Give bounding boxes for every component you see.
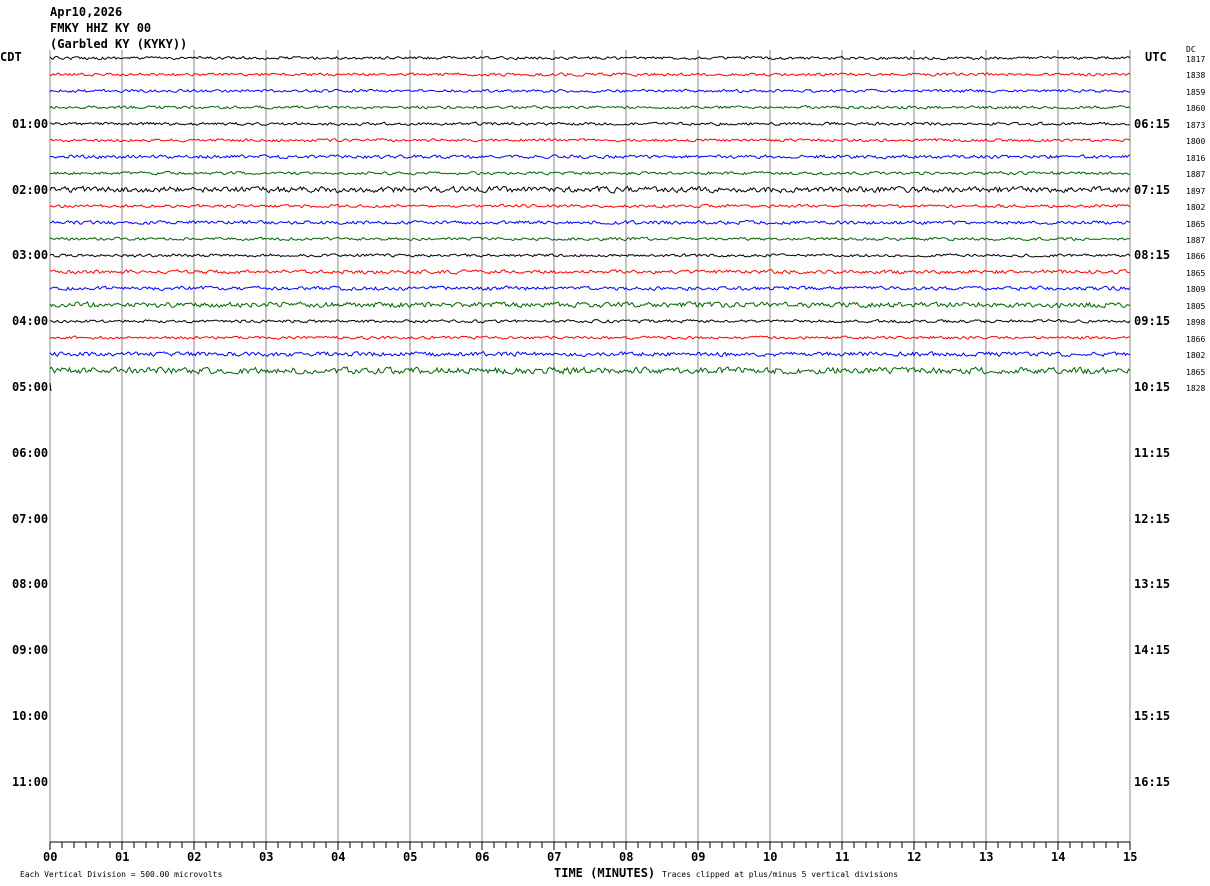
left-hour-label: 10:00 (12, 709, 49, 723)
x-axis-label: TIME (MINUTES) (554, 866, 656, 880)
dc-offset-label: 1817 (1186, 55, 1206, 64)
clip-note: Traces clipped at plus/minus 5 vertical … (662, 870, 899, 879)
dc-offset-label: 1865 (1186, 367, 1206, 377)
x-tick-label: 07 (547, 850, 562, 864)
dc-offset-label: 1860 (1186, 104, 1206, 114)
x-tick-label: 06 (475, 850, 490, 864)
seismic-trace (49, 236, 1130, 242)
seismic-trace (49, 253, 1131, 258)
left-timezone: CDT (0, 50, 22, 64)
left-hour-label: 09:00 (12, 643, 49, 658)
x-tick-label: 00 (43, 850, 58, 864)
right-hour-label: 10:15 (1134, 380, 1171, 394)
left-hour-label: 03:00 (12, 248, 49, 263)
x-tick-label: 10 (763, 850, 778, 864)
x-tick-label: 14 (1051, 850, 1066, 864)
seismic-trace (49, 219, 1131, 226)
scale-note: Each Vertical Division = 500.00 microvol… (20, 870, 223, 879)
seismic-trace (49, 269, 1131, 275)
seismic-trace (49, 350, 1131, 358)
right-hour-label: 12:15 (1134, 511, 1171, 526)
location-label: (Garbled KY (KYKY)) (50, 37, 188, 51)
right-hour-label: 11:15 (1134, 445, 1171, 460)
date-label: Apr10,2026 (50, 5, 123, 19)
right-hour-label: 07:15 (1134, 182, 1171, 197)
x-tick-label: 04 (331, 850, 346, 864)
x-tick-label: 13 (979, 850, 994, 864)
dc-offset-label: 1800 (1186, 137, 1206, 147)
dc-offset-label: 1838 (1186, 71, 1206, 81)
seismic-trace (49, 285, 1131, 292)
dc-offset-label: 1897 (1186, 186, 1206, 196)
x-tick-label: 15 (1123, 850, 1138, 864)
dc-offset-label: 1873 (1186, 120, 1206, 130)
x-tick-label: 09 (691, 850, 706, 864)
left-hour-label: 08:00 (12, 577, 49, 592)
seismic-trace (49, 55, 1131, 61)
x-tick-label: 02 (187, 850, 202, 864)
dc-offset-label: 1898 (1186, 318, 1206, 328)
dc-offset-label: 1805 (1186, 301, 1206, 311)
left-hour-label: 01:00 (12, 116, 49, 131)
seismic-trace (49, 138, 1131, 143)
left-hour-label: 02:00 (12, 182, 49, 197)
seismic-trace (49, 185, 1131, 194)
dc-offset-label: 1802 (1186, 351, 1206, 361)
x-tick-label: 03 (259, 850, 274, 864)
dc-offset-label: 1865 (1186, 268, 1206, 278)
dc-offset-label: 1887 (1186, 235, 1206, 245)
seismic-trace (49, 72, 1131, 77)
right-hour-label: 08:15 (1134, 248, 1171, 263)
left-hour-label: 07:00 (12, 511, 49, 526)
dc-offset-label: 1828 (1186, 384, 1206, 393)
dc-offset-label: 1802 (1186, 203, 1206, 213)
x-tick-label: 05 (403, 850, 418, 864)
x-tick-label: 11 (835, 850, 850, 864)
right-hour-label: 06:15 (1134, 116, 1171, 131)
dc-offset-label: 1866 (1186, 334, 1206, 344)
dc-offset-label: 1816 (1186, 153, 1206, 163)
seismic-trace (49, 170, 1131, 176)
x-tick-label: 12 (907, 850, 922, 864)
seismic-trace (49, 88, 1131, 94)
dc-offset-label: 1859 (1186, 87, 1206, 97)
seismic-trace (49, 382, 52, 392)
right-hour-label: 09:15 (1134, 314, 1171, 329)
left-hour-label: 04:00 (12, 314, 49, 329)
left-hour-label: 11:00 (12, 774, 49, 789)
seismic-trace (49, 121, 1131, 126)
seismic-trace (49, 105, 1131, 110)
seismic-trace (49, 366, 1131, 375)
right-hour-label: 15:15 (1134, 709, 1171, 723)
right-timezone: UTC (1145, 50, 1167, 64)
right-hour-label: 14:15 (1134, 643, 1171, 658)
station-label: FMKY HHZ KY 00 (50, 21, 152, 35)
x-tick-label: 01 (115, 850, 130, 864)
x-tick-label: 08 (619, 850, 634, 864)
seismic-trace (49, 301, 1131, 309)
left-hour-label: 05:00 (12, 380, 49, 394)
dc-offset-label: 1809 (1186, 285, 1206, 295)
dc-offset-label: 1865 (1186, 219, 1206, 229)
dc-offset-label: 1887 (1186, 170, 1206, 180)
right-hour-label: 16:15 (1134, 774, 1171, 789)
right-hour-label: 13:15 (1134, 577, 1171, 592)
seismic-trace (49, 203, 1131, 209)
seismic-trace (49, 318, 1131, 324)
seismic-trace (49, 154, 1131, 160)
dc-offset-label: 1866 (1186, 252, 1206, 262)
left-hour-label: 06:00 (12, 445, 49, 460)
seismic-trace (49, 335, 1131, 340)
dc-label: DC (1186, 45, 1196, 54)
